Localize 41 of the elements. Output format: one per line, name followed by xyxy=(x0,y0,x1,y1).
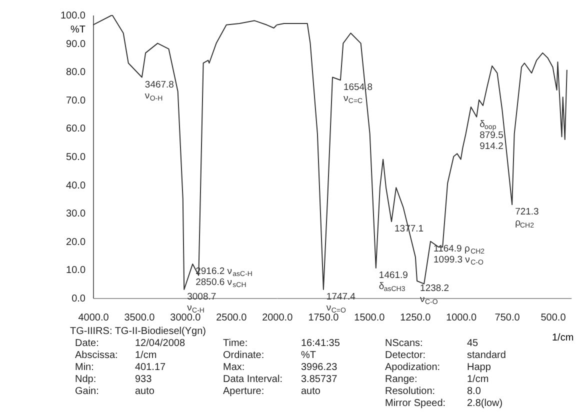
text: Resolution: 8.0 xyxy=(385,386,481,397)
text: NScans: 45 xyxy=(385,338,478,349)
x-tick-label: 1250.0 xyxy=(400,312,431,324)
y-tick-label: 0.0 xyxy=(72,294,86,304)
text: Ordinate: %T xyxy=(223,350,316,361)
text: Max: 3996.23 xyxy=(223,362,338,373)
x-axis-title: 1/cm xyxy=(552,332,574,344)
y-tick-label: 40.0 xyxy=(66,180,86,192)
text: Gain: auto xyxy=(75,386,154,397)
y-tick-label: 70.0 xyxy=(66,95,86,106)
text: Min: 401.17 xyxy=(75,362,166,373)
text: Date: 12/04/2008 xyxy=(75,338,186,349)
text: Data Interval: 3.85737 xyxy=(223,374,338,385)
y-tick-label: 50.0 xyxy=(66,152,86,163)
x-tick-label: 3000.0 xyxy=(170,312,202,324)
x-tick-label: 1750.0 xyxy=(308,312,340,324)
text: Apodization: Happ xyxy=(385,362,491,373)
x-tick-label: 500.0 xyxy=(540,312,566,324)
text: Detector: standard xyxy=(385,350,506,361)
y-axis-title: %T xyxy=(70,24,86,36)
x-tick-label: 3500.0 xyxy=(124,312,156,324)
x-tick-label: 1500.0 xyxy=(354,312,385,324)
y-tick-label: 100.0 xyxy=(60,10,86,22)
text: Time: 16:41:35 xyxy=(223,338,340,349)
y-tick-label: 10.0 xyxy=(66,265,86,276)
text: Range: 1/cm xyxy=(385,374,489,385)
y-tick-label: 30.0 xyxy=(66,208,86,220)
x-tick-label: 2000.0 xyxy=(262,312,294,324)
x-tick-label: 2500.0 xyxy=(216,312,248,324)
text: Ndp: 933 xyxy=(75,374,152,385)
x-tick-label: 1000.0 xyxy=(446,312,477,324)
x-tick-label: 750.0 xyxy=(494,312,520,324)
y-tick-label: 20.0 xyxy=(66,236,86,248)
y-tick-label: 80.0 xyxy=(66,67,86,78)
y-tick-label: 90.0 xyxy=(66,38,86,50)
x-tick-label: 4000.0 xyxy=(78,312,110,324)
text: Mirror Speed: 2.8(low) xyxy=(385,398,503,409)
text: Abscissa: 1/cm xyxy=(75,350,157,361)
text: TG-IIIRS: TG-II-Biodiesel(Ygn) xyxy=(70,326,207,337)
y-tick-label: 60.0 xyxy=(66,124,86,135)
text: Aperture: auto xyxy=(223,386,320,397)
